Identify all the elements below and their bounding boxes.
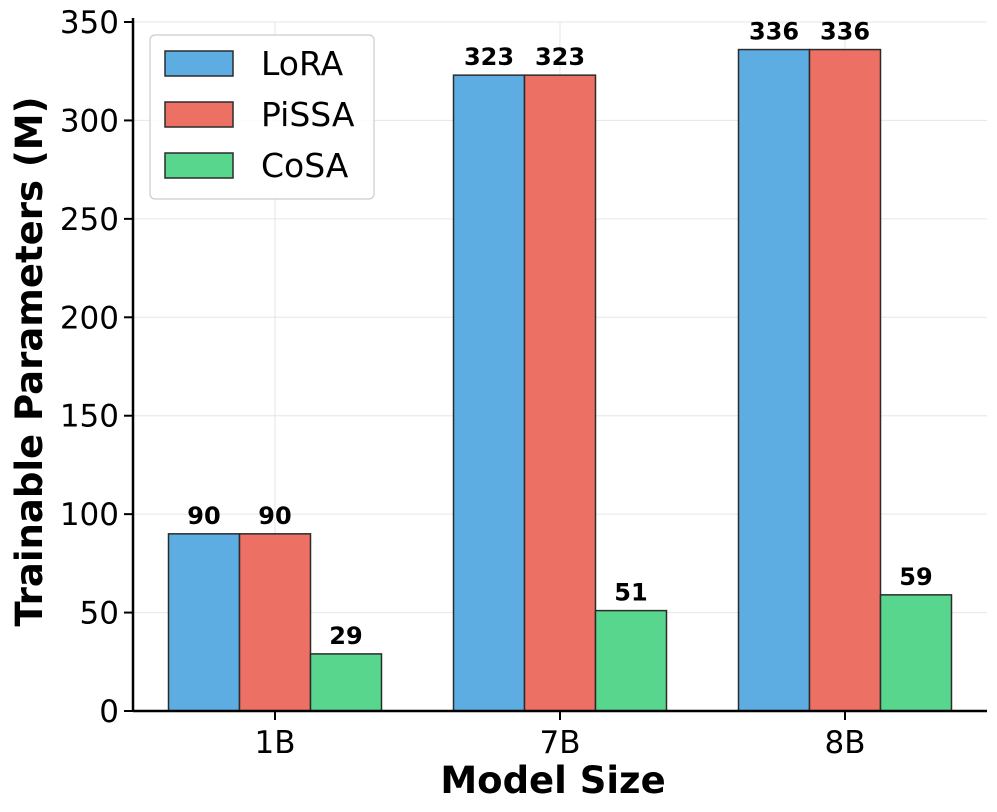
legend-swatch-cosa <box>164 152 234 179</box>
y-axis-title: Trainable Parameters (M) <box>8 96 51 626</box>
x-tick-label: 7B <box>540 725 581 761</box>
data-label-cosa-1b: 29 <box>329 622 362 650</box>
ticks: 0 50 100 150 200 250 300 350 1B 7B 8B <box>60 5 866 761</box>
y-tick-label: 100 <box>60 497 119 533</box>
legend-swatch-lora <box>164 50 234 77</box>
bar-lora-8b <box>737 48 811 712</box>
data-label-pissa-8b: 336 <box>820 18 870 46</box>
legend-label-pissa: PiSSA <box>261 95 355 134</box>
data-labels: 90 323 336 90 323 336 29 51 59 <box>187 18 932 650</box>
y-tick-label: 350 <box>60 5 119 41</box>
bar-lora-7b <box>452 74 526 712</box>
bar-lora-1b <box>167 533 241 712</box>
data-label-lora-7b: 323 <box>464 43 514 71</box>
data-label-lora-8b: 336 <box>749 18 799 46</box>
legend-label-lora: LoRA <box>261 44 344 83</box>
x-tick-label: 1B <box>255 725 296 761</box>
data-label-pissa-1b: 90 <box>258 502 291 530</box>
y-tick-label: 250 <box>60 202 119 238</box>
y-tick-label: 200 <box>60 300 119 336</box>
bar-pissa-7b <box>523 74 597 712</box>
x-axis-title: Model Size <box>440 759 665 802</box>
legend-label-cosa: CoSA <box>261 146 349 185</box>
legend: LoRA PiSSA CoSA <box>149 34 375 200</box>
legend-swatch-pissa <box>164 101 234 128</box>
y-tick-label: 150 <box>60 399 119 435</box>
bar-cosa-1b <box>309 653 383 712</box>
data-label-lora-1b: 90 <box>187 502 220 530</box>
data-label-cosa-8b: 59 <box>899 563 932 591</box>
bars <box>167 48 953 712</box>
y-tick-label: 300 <box>60 103 119 139</box>
y-tick-label: 0 <box>99 694 119 730</box>
data-label-pissa-7b: 323 <box>535 43 585 71</box>
y-tick-label: 50 <box>80 596 119 632</box>
bar-cosa-8b <box>879 594 953 712</box>
bar-pissa-1b <box>238 533 312 712</box>
bar-cosa-7b <box>594 609 668 712</box>
x-tick-label: 8B <box>825 725 866 761</box>
data-label-cosa-7b: 51 <box>614 579 647 607</box>
bar-pissa-8b <box>808 48 882 712</box>
